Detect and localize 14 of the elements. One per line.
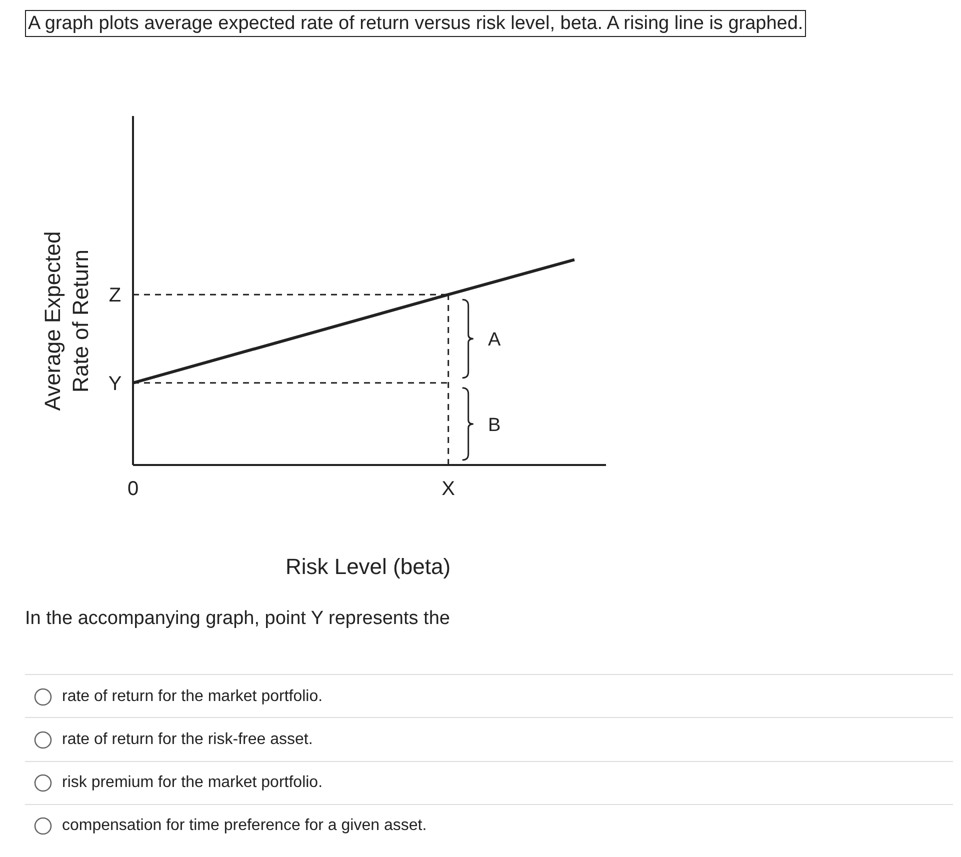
x-axis-title: Risk Level (beta) [284, 554, 452, 580]
chart-title: A graph plots average expected rate of return versus risk level, beta. A rising line is graphed. [25, 10, 806, 37]
text: Z [108, 284, 122, 307]
text: Y [108, 372, 122, 395]
x-tick-label: 0 [127, 478, 139, 500]
x-tick-label: X [442, 478, 456, 500]
text: In the accompanying graph, point Y represents the [25, 608, 450, 630]
annotation: B [488, 414, 501, 436]
text: compensation for time preference for a given asset. [62, 817, 427, 836]
y-axis-title: Average Expected Rate of Return [39, 230, 94, 413]
text: rate of return for the market portfolio. [62, 688, 323, 706]
text: risk premium for the market portfolio. [62, 774, 323, 792]
text: rate of return for the risk-free asset. [62, 730, 313, 749]
annotation: A [488, 330, 501, 351]
